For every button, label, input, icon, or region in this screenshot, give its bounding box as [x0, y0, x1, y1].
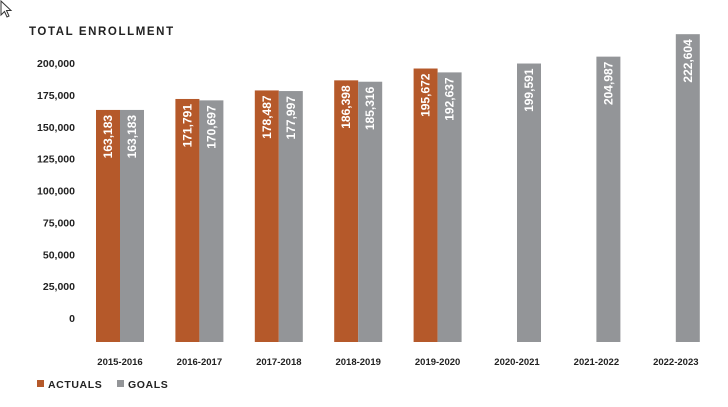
data-label: 170,697 — [204, 105, 218, 149]
bar-actual — [334, 80, 359, 342]
bar-actual — [413, 68, 438, 343]
bar-goal — [120, 109, 144, 342]
y-axis: 200,000 175,000 150,000 125,000 100,000 75,00… — [37, 58, 75, 325]
data-label: 192,637 — [443, 77, 457, 121]
x-tick-label: 2019-2020 — [415, 357, 460, 368]
x-tick-label: 2022-2023 — [653, 357, 698, 368]
x-tick-label: 2016-2017 — [177, 357, 222, 368]
bar-goal — [675, 34, 700, 342]
data-label: 163,183 — [101, 115, 115, 159]
bars: 163,183 163,183 171,791 170,697 178,487 177,9… — [96, 34, 700, 343]
legend-label: ACTUALS — [48, 379, 102, 391]
data-label: 163,183 — [125, 115, 139, 159]
bar-actual — [254, 90, 279, 342]
x-tick-label: 2018-2019 — [335, 357, 380, 368]
data-label: 171,791 — [180, 104, 194, 148]
data-label: 178,487 — [260, 95, 274, 139]
legend-swatch — [37, 380, 44, 387]
y-tick-label: 0 — [69, 313, 75, 325]
data-label: 186,398 — [339, 85, 353, 129]
bar-goal — [278, 91, 303, 342]
bar-goal — [199, 100, 224, 342]
data-label: 185,316 — [363, 86, 377, 130]
data-label: 222,604 — [681, 39, 695, 83]
bar-goal — [517, 63, 541, 342]
data-label: 204,987 — [601, 61, 615, 105]
y-tick-label: 125,000 — [37, 154, 75, 166]
x-tick-label: 2020-2021 — [494, 357, 540, 368]
chart-title: TOTAL ENROLLMENT — [29, 26, 175, 38]
x-tick-label: 2017-2018 — [256, 357, 301, 368]
legend: ACTUALS GOALS — [37, 379, 168, 391]
data-label: 195,672 — [419, 73, 433, 117]
mouse-cursor-icon — [0, 0, 13, 18]
bar-actual — [175, 98, 200, 342]
bar-goal — [437, 72, 462, 343]
data-label: 199,591 — [522, 68, 536, 112]
y-tick-label: 75,000 — [43, 217, 75, 229]
bar-actual — [96, 109, 120, 342]
bar-goal — [358, 81, 383, 342]
y-tick-label: 50,000 — [43, 249, 75, 261]
y-tick-label: 25,000 — [43, 281, 75, 293]
legend-label: GOALS — [128, 379, 168, 391]
x-tick-label: 2021-2022 — [574, 357, 619, 368]
data-label: 177,997 — [284, 96, 298, 140]
y-tick-label: 150,000 — [37, 122, 75, 134]
y-tick-label: 200,000 — [37, 58, 75, 70]
y-tick-label: 100,000 — [37, 186, 75, 198]
bar-goal — [596, 56, 621, 343]
x-axis: 2015-2016 2016-2017 2017-2018 2018-2019 2019… — [97, 357, 698, 368]
legend-swatch — [117, 380, 124, 387]
y-tick-label: 175,000 — [37, 90, 75, 102]
x-tick-label: 2015-2016 — [97, 357, 142, 368]
